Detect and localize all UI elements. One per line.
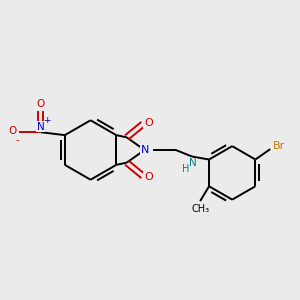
Text: N: N	[189, 158, 196, 168]
Text: H: H	[182, 164, 190, 174]
Text: O: O	[144, 118, 153, 128]
Text: Br: Br	[272, 141, 285, 151]
Text: N: N	[37, 122, 44, 132]
Text: +: +	[43, 116, 51, 125]
Text: O: O	[36, 99, 45, 109]
Text: -: -	[16, 136, 19, 146]
Text: O: O	[144, 172, 153, 182]
Text: O: O	[8, 126, 16, 136]
Text: N: N	[141, 145, 149, 155]
Text: CH₃: CH₃	[191, 204, 209, 214]
